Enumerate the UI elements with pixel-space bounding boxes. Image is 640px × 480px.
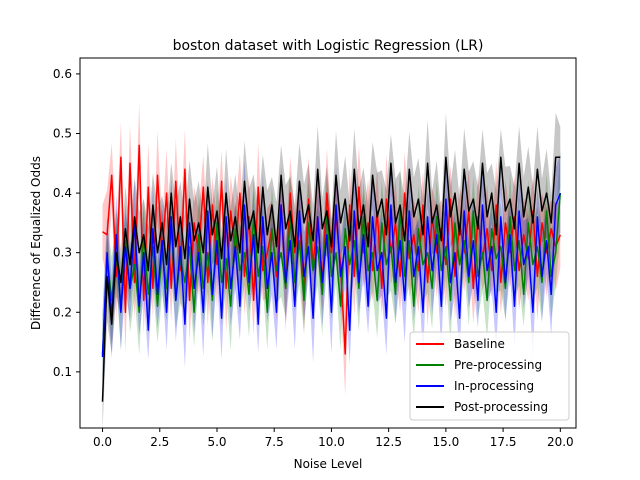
x-tick-label: 20.0 xyxy=(547,435,574,449)
y-tick-label: 0.6 xyxy=(53,67,72,81)
y-tick-label: 0.1 xyxy=(53,365,72,379)
legend-label-baseline: Baseline xyxy=(454,337,505,351)
y-axis-label: Difference of Equalized Odds xyxy=(29,156,43,330)
x-tick-label: 2.5 xyxy=(150,435,169,449)
x-tick-label: 0.0 xyxy=(93,435,112,449)
y-tick-label: 0.2 xyxy=(53,305,72,319)
x-tick-label: 10.0 xyxy=(318,435,345,449)
legend-label-in-processing: In-processing xyxy=(454,379,534,393)
line-in-processing xyxy=(101,192,561,358)
y-tick-label: 0.3 xyxy=(53,246,72,260)
x-tick-label: 5.0 xyxy=(207,435,226,449)
plot-frame xyxy=(79,57,577,429)
x-axis-ticks: 0.0 2.5 5.0 7.5 10.0 12.5 15.0 17.5 20.0 xyxy=(93,428,574,449)
x-tick-label: 15.0 xyxy=(433,435,460,449)
y-tick-label: 0.5 xyxy=(53,127,72,141)
x-tick-label: 7.5 xyxy=(265,435,284,449)
x-axis-label: Noise Level xyxy=(294,457,363,471)
legend-label-post-processing: Post-processing xyxy=(454,400,548,414)
legend-frame xyxy=(409,331,570,421)
chart-title: boston dataset with Logistic Regression … xyxy=(173,38,484,54)
line-post-processing xyxy=(101,156,561,402)
y-tick-label: 0.4 xyxy=(53,186,72,200)
legend: Baseline Pre-processing In-processing Post-… xyxy=(409,331,570,421)
line-baseline xyxy=(102,144,561,355)
legend-label-pre-processing: Pre-processing xyxy=(454,358,542,372)
series-lines xyxy=(101,144,562,402)
x-tick-label: 17.5 xyxy=(490,435,517,449)
x-tick-label: 12.5 xyxy=(375,435,402,449)
y-axis-ticks: 0.1 0.2 0.3 0.4 0.5 0.6 xyxy=(53,67,80,379)
